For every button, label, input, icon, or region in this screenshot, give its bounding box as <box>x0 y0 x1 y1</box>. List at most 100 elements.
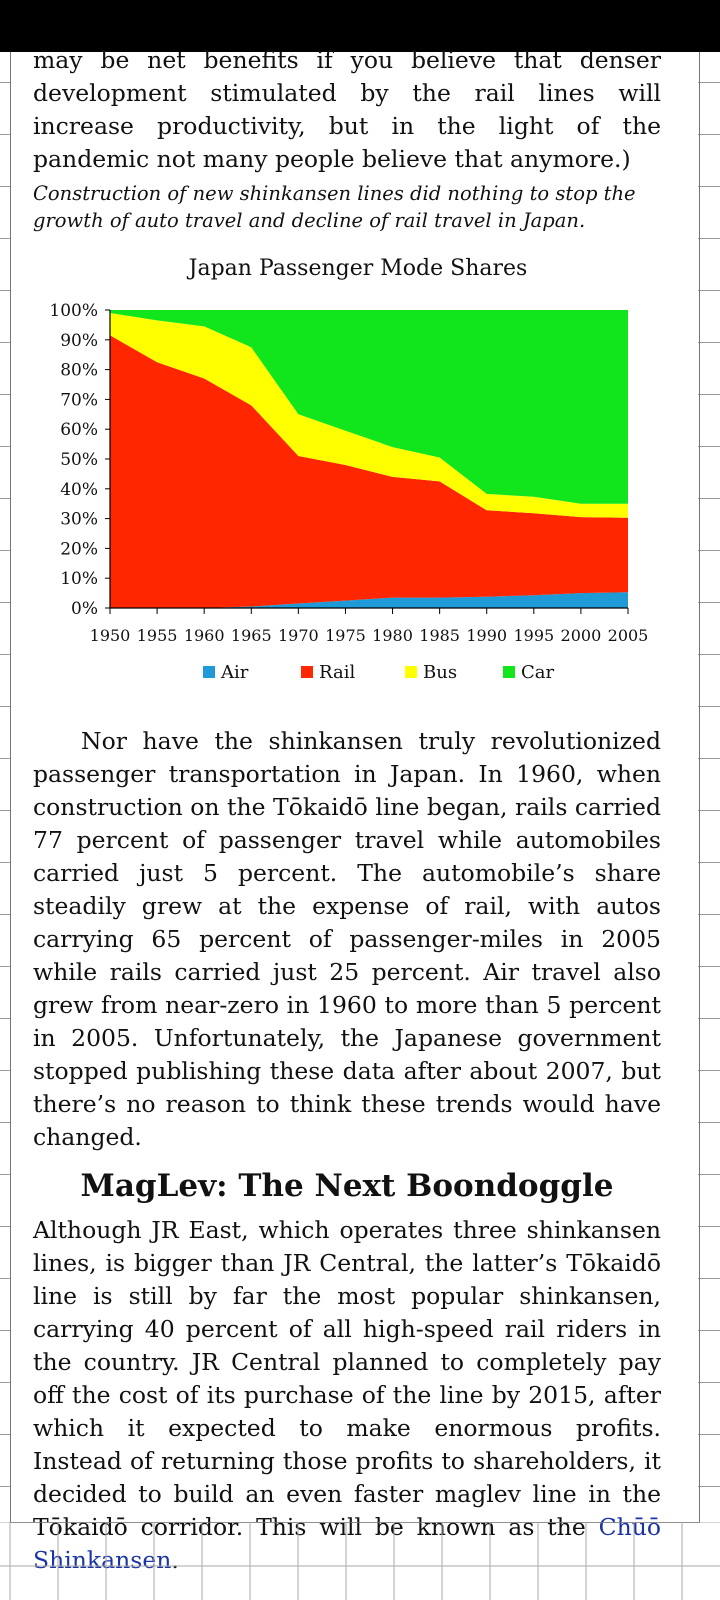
article-content: may be net benefits if you believe that … <box>33 40 661 234</box>
margin-tick <box>698 1122 720 1123</box>
mode-share-chart: Japan Passenger Mode Shares 0% 10% 20% 30% 4… <box>18 248 678 698</box>
top-status-bar <box>0 0 720 52</box>
margin-tick <box>0 1018 10 1019</box>
y-tick-label: 20% <box>60 539 98 559</box>
bottom-grid-pattern <box>0 1522 720 1600</box>
margin-tick <box>0 1486 10 1487</box>
area-bus <box>110 313 628 518</box>
margin-tick <box>0 238 10 239</box>
margin-tick <box>0 1382 10 1383</box>
legend-swatch-rail <box>301 666 313 678</box>
y-tick-label: 50% <box>60 450 98 470</box>
margin-tick <box>0 654 10 655</box>
margin-tick <box>698 394 720 395</box>
article-content-lower: Nor have the shinkansen truly revolution… <box>33 725 661 1577</box>
x-tick-label: 1960 <box>184 626 225 645</box>
margin-tick <box>0 550 10 551</box>
paragraph-bottom: Although JR East, which operates three s… <box>33 1214 661 1577</box>
x-tick-label: 1955 <box>137 626 178 645</box>
y-tick-label: 70% <box>60 390 98 410</box>
margin-tick <box>0 1434 10 1435</box>
margin-tick <box>698 290 720 291</box>
x-tick-label: 1965 <box>231 626 272 645</box>
margin-tick <box>698 1018 720 1019</box>
chuo-shinkansen-link[interactable]: Chūō Shinkansen <box>33 1513 661 1574</box>
left-margin-guides <box>0 52 10 1522</box>
y-tick-label: 30% <box>60 510 98 530</box>
area-rail <box>110 335 628 608</box>
x-tick-label: 1950 <box>90 626 131 645</box>
y-tick-label: 100% <box>49 301 98 321</box>
legend-swatch-car <box>503 666 515 678</box>
margin-tick <box>698 602 720 603</box>
x-tick-label: 2005 <box>608 626 649 645</box>
margin-tick <box>698 550 720 551</box>
margin-tick <box>0 342 10 343</box>
chart-title: Japan Passenger Mode Shares <box>188 256 528 281</box>
margin-tick <box>0 186 10 187</box>
x-tick-label: 2000 <box>561 626 602 645</box>
x-tick-label: 1975 <box>325 626 366 645</box>
margin-tick <box>0 1070 10 1071</box>
margin-tick <box>698 1382 720 1383</box>
margin-tick <box>698 1486 720 1487</box>
area-car <box>110 310 628 504</box>
margin-tick <box>698 82 720 83</box>
margin-tick <box>0 134 10 135</box>
margin-tick <box>698 706 720 707</box>
legend-swatch-bus <box>405 666 417 678</box>
paragraph-bottom-end: . <box>171 1546 179 1574</box>
margin-tick <box>0 914 10 915</box>
margin-tick <box>0 706 10 707</box>
margin-tick <box>698 1330 720 1331</box>
margin-tick <box>0 394 10 395</box>
y-tick-label: 80% <box>60 361 98 381</box>
area-air <box>110 592 628 608</box>
margin-tick <box>698 758 720 759</box>
margin-tick <box>698 1278 720 1279</box>
legend-label-air: Air <box>220 662 249 683</box>
x-tick-label: 1995 <box>513 626 554 645</box>
margin-tick <box>698 1226 720 1227</box>
margin-tick <box>698 186 720 187</box>
right-margin-guides <box>698 52 720 1522</box>
margin-tick <box>698 654 720 655</box>
margin-tick <box>698 1174 720 1175</box>
paragraph-top: may be net benefits if you believe that … <box>33 46 661 173</box>
figure-caption: Construction of new shinkansen lines did… <box>33 182 636 232</box>
margin-tick <box>698 862 720 863</box>
margin-tick <box>0 758 10 759</box>
legend-label-bus: Bus <box>423 662 457 683</box>
margin-tick <box>0 82 10 83</box>
margin-tick <box>0 862 10 863</box>
margin-tick <box>698 810 720 811</box>
y-tick-label: 90% <box>60 331 98 351</box>
paragraph-bottom-lead: Although JR East, which operates three s… <box>33 1216 661 1541</box>
y-tick-label: 0% <box>71 599 98 619</box>
y-tick-label: 60% <box>60 420 98 440</box>
margin-tick <box>0 1174 10 1175</box>
margin-tick <box>0 1330 10 1331</box>
margin-tick <box>698 1434 720 1435</box>
paragraph-middle: Nor have the shinkansen truly revolution… <box>33 727 661 1151</box>
legend-label-car: Car <box>521 662 555 683</box>
legend-label-rail: Rail <box>319 662 355 683</box>
margin-tick <box>0 810 10 811</box>
margin-tick <box>698 238 720 239</box>
margin-tick <box>698 446 720 447</box>
x-tick-label: 1970 <box>278 626 319 645</box>
legend-swatch-air <box>203 666 215 678</box>
margin-tick <box>698 1070 720 1071</box>
x-tick-label: 1985 <box>419 626 460 645</box>
margin-tick <box>0 1226 10 1227</box>
margin-tick <box>698 966 720 967</box>
margin-tick <box>0 498 10 499</box>
x-tick-label: 1980 <box>372 626 413 645</box>
margin-tick <box>698 342 720 343</box>
y-tick-label: 10% <box>60 569 98 589</box>
margin-tick <box>0 966 10 967</box>
margin-tick <box>0 1122 10 1123</box>
margin-tick <box>698 498 720 499</box>
section-heading: MagLev: The Next Boondoggle <box>80 1168 614 1204</box>
margin-tick <box>0 1278 10 1279</box>
